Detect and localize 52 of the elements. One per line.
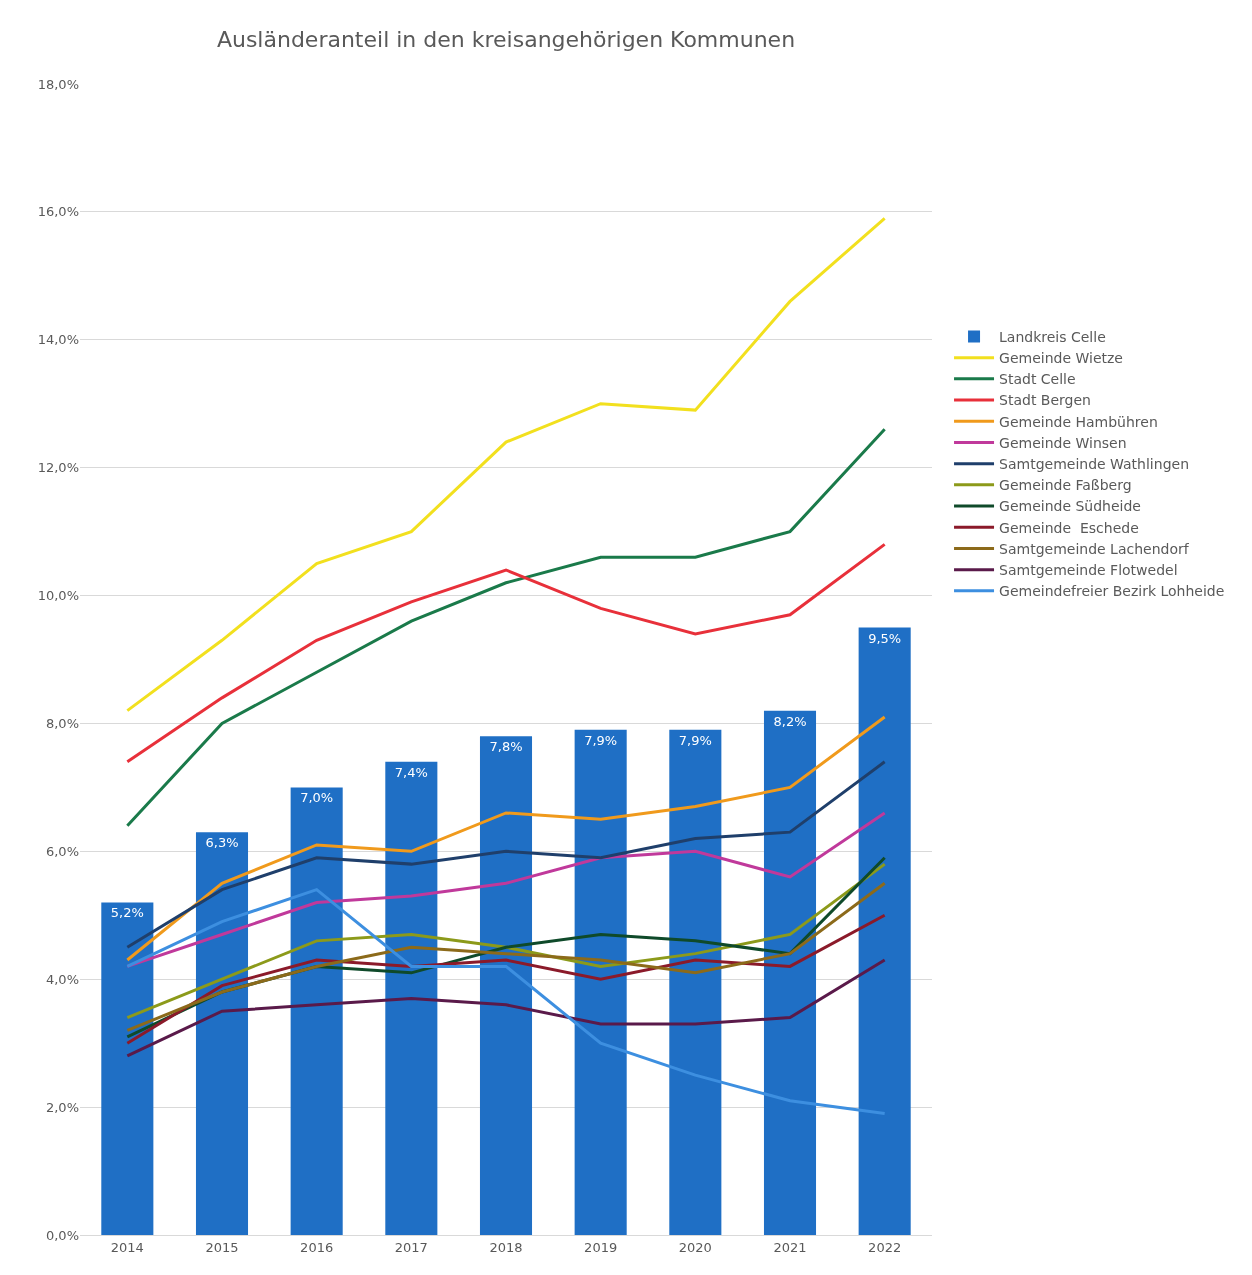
data-label: 9,5% xyxy=(868,630,902,646)
data-label: 5,2% xyxy=(110,905,144,921)
legend-label: Landkreis Celle xyxy=(999,328,1106,345)
x-tick-label: 2014 xyxy=(110,1239,144,1255)
x-tick-label: 2017 xyxy=(394,1239,428,1255)
data-label: 8,2% xyxy=(773,713,807,729)
x-tick-label: 2016 xyxy=(300,1239,334,1255)
line-series xyxy=(125,958,887,1058)
data-label: 6,3% xyxy=(205,835,239,851)
x-tick-label: 2015 xyxy=(205,1239,239,1255)
bar xyxy=(385,761,438,1235)
y-tick-label: 6,0% xyxy=(45,843,79,859)
legend-label: Gemeinde Hambühren xyxy=(999,413,1158,430)
bar xyxy=(858,627,911,1235)
x-tick-label: 2019 xyxy=(584,1239,618,1255)
legend-label: Stadt Celle xyxy=(999,371,1076,388)
data-label: 7,9% xyxy=(678,732,712,748)
legend-label: Samtgemeinde Flotwedel xyxy=(999,562,1178,579)
legend-label: Gemeinde Winsen xyxy=(999,434,1127,451)
legend-label: Stadt Bergen xyxy=(999,392,1091,409)
legend-label: Samtgemeinde Wathlingen xyxy=(999,456,1190,473)
y-tick-label: 2,0% xyxy=(45,1099,79,1115)
bar xyxy=(763,710,817,1235)
data-label: 7,0% xyxy=(300,790,334,806)
x-tick-label: 2018 xyxy=(489,1239,523,1255)
y-tick-label: 16,0% xyxy=(37,204,79,220)
y-tick-label: 18,0% xyxy=(37,76,79,92)
y-tick-label: 8,0% xyxy=(45,715,79,731)
bar xyxy=(479,736,533,1235)
bar xyxy=(574,729,627,1235)
data-label: 7,4% xyxy=(394,764,428,780)
data-label: 7,9% xyxy=(584,732,618,748)
y-tick-label: 12,0% xyxy=(37,460,79,476)
y-tick-label: 0,0% xyxy=(45,1227,79,1243)
x-tick-label: 2021 xyxy=(773,1239,807,1255)
bar xyxy=(669,729,722,1235)
legend-label: Gemeinde Wietze xyxy=(999,350,1123,367)
x-tick-label: 2022 xyxy=(868,1239,902,1255)
legend-label: Gemeinde Südheide xyxy=(999,498,1141,515)
y-tick-label: 10,0% xyxy=(37,588,79,604)
chart-title: Ausländeranteil in den kreisangehörigen Kommunen xyxy=(216,27,796,53)
data-label: 7,8% xyxy=(489,739,523,755)
bar xyxy=(101,902,154,1235)
y-tick-label: 14,0% xyxy=(37,332,79,348)
legend-label: Gemeindefreier Bezirk Lohheide xyxy=(999,583,1225,600)
legend-label: Samtgemeinde Lachendorf xyxy=(999,540,1190,557)
bar xyxy=(290,787,343,1235)
legend-label: Gemeinde Faßberg xyxy=(999,477,1132,494)
x-tick-label: 2020 xyxy=(678,1239,712,1255)
legend-label: Gemeinde Eschede xyxy=(999,519,1139,536)
bar xyxy=(195,832,249,1235)
y-tick-label: 4,0% xyxy=(45,971,79,987)
